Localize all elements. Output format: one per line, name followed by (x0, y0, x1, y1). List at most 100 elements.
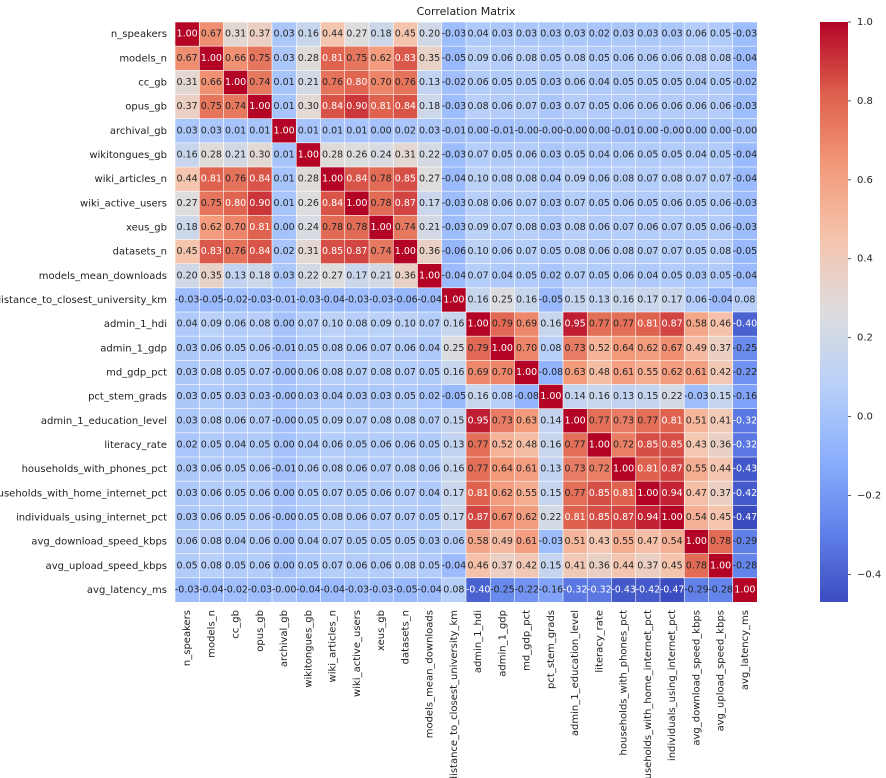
cell-label: -0.00 (272, 512, 297, 523)
heatmap-cell (538, 553, 564, 579)
cell-label: 0.05 (225, 512, 246, 523)
cell-label: 0.00 (274, 439, 295, 450)
cell-label: 0.17 (443, 512, 464, 523)
heatmap-cell (271, 94, 297, 120)
heatmap-cell (441, 239, 467, 265)
heatmap-cell (271, 166, 297, 192)
heatmap-cell (174, 94, 200, 120)
cell-label: 1.00 (613, 464, 634, 475)
y-tick-label: cc_gb (138, 77, 167, 88)
cell-label: 0.07 (468, 149, 489, 160)
cell-label: 0.62 (637, 343, 658, 354)
heatmap-cell (586, 166, 613, 192)
heatmap-cell (392, 94, 419, 120)
heatmap-cell (514, 408, 540, 434)
cell-label: 0.05 (637, 198, 658, 209)
heatmap-cell (683, 142, 710, 168)
cell-label: 0.69 (516, 319, 537, 330)
heatmap-cell (174, 166, 200, 192)
cell-label: 0.05 (249, 439, 270, 450)
cell-label: -0.03 (175, 294, 200, 305)
cell-label: 0.08 (516, 174, 537, 185)
heatmap-cell (538, 263, 564, 289)
cell-label: 0.05 (589, 270, 610, 281)
heatmap-cell (198, 553, 225, 579)
cell-label: 0.81 (662, 415, 683, 426)
heatmap-cell (465, 529, 491, 555)
cell-label: 0.94 (662, 488, 683, 499)
heatmap-cell (441, 142, 467, 168)
heatmap-cell (683, 577, 710, 603)
heatmap-cell (441, 480, 467, 506)
cell-label: -0.00 (514, 125, 539, 136)
cell-label: 0.02 (540, 270, 561, 281)
heatmap-cell (708, 408, 734, 434)
cell-label: 0.37 (177, 101, 198, 112)
cell-label: 0.44 (710, 464, 731, 475)
heatmap-cell (174, 384, 200, 410)
cell-label: -0.25 (733, 343, 758, 354)
heatmap-cell (611, 45, 637, 71)
heatmap-cell (683, 166, 710, 192)
cell-label: 0.07 (419, 415, 440, 426)
cell-label: 0.62 (201, 222, 222, 233)
heatmap-cell (732, 335, 758, 361)
heatmap-cell (417, 360, 443, 386)
cell-label: 0.07 (613, 222, 634, 233)
heatmap-cell (732, 21, 758, 47)
heatmap-cell (611, 408, 637, 434)
cell-label: 0.45 (662, 560, 683, 571)
cell-label: -0.01 (442, 125, 467, 136)
heatmap-cell (344, 118, 370, 144)
heatmap-cell (732, 215, 758, 241)
heatmap-cell (320, 166, 346, 192)
heatmap-cell (223, 239, 249, 265)
heatmap-cell (683, 335, 710, 361)
heatmap-cell (732, 505, 758, 531)
cell-label: 0.64 (492, 464, 513, 475)
cell-label: -0.01 (272, 294, 297, 305)
heatmap-cell (683, 480, 710, 506)
cell-label: 0.78 (371, 174, 392, 185)
cell-label: -0.29 (733, 536, 758, 547)
cell-label: 0.74 (395, 222, 416, 233)
cell-label: 0.04 (419, 488, 440, 499)
cell-label: 1.00 (177, 29, 198, 40)
cell-label: 0.07 (322, 488, 343, 499)
heatmap-cell (344, 577, 370, 603)
heatmap-cell (344, 311, 370, 337)
heatmap-cell (514, 360, 540, 386)
cell-label: 0.05 (613, 77, 634, 88)
cell-label: 0.44 (322, 29, 343, 40)
cell-label: -0.00 (272, 367, 297, 378)
heatmap-cell (708, 239, 734, 265)
cell-label: 0.01 (249, 125, 270, 136)
heatmap-cell (441, 45, 467, 71)
y-tick-label: households_with_phones_pct (22, 464, 168, 475)
heatmap-cell (538, 360, 564, 386)
heatmap-cell (489, 432, 516, 458)
heatmap-cell (708, 142, 734, 168)
cell-label: 0.16 (468, 294, 489, 305)
cell-label: 0.05 (710, 149, 731, 160)
cell-label: 0.05 (201, 439, 222, 450)
cell-label: 0.06 (322, 439, 343, 450)
heatmap-cell (417, 456, 443, 482)
cell-label: 0.08 (201, 560, 222, 571)
cell-label: -0.01 (272, 343, 297, 354)
cell-label: 0.08 (346, 319, 367, 330)
heatmap-cell (223, 505, 249, 531)
cell-label: 0.03 (298, 391, 319, 402)
cell-label: 0.37 (492, 560, 513, 571)
cell-label: 0.04 (468, 29, 489, 40)
cell-label: 1.00 (249, 101, 270, 112)
y-tick-label: datasets_n (113, 247, 167, 258)
cell-label: 0.03 (540, 101, 561, 112)
cell-label: 0.05 (298, 560, 319, 571)
heatmap-cell (659, 456, 685, 482)
cell-label: 0.17 (419, 198, 440, 209)
cell-label: 0.07 (298, 319, 319, 330)
heatmap-cell (586, 142, 613, 168)
cell-label: 0.01 (274, 77, 295, 88)
cell-label: -0.06 (393, 294, 418, 305)
